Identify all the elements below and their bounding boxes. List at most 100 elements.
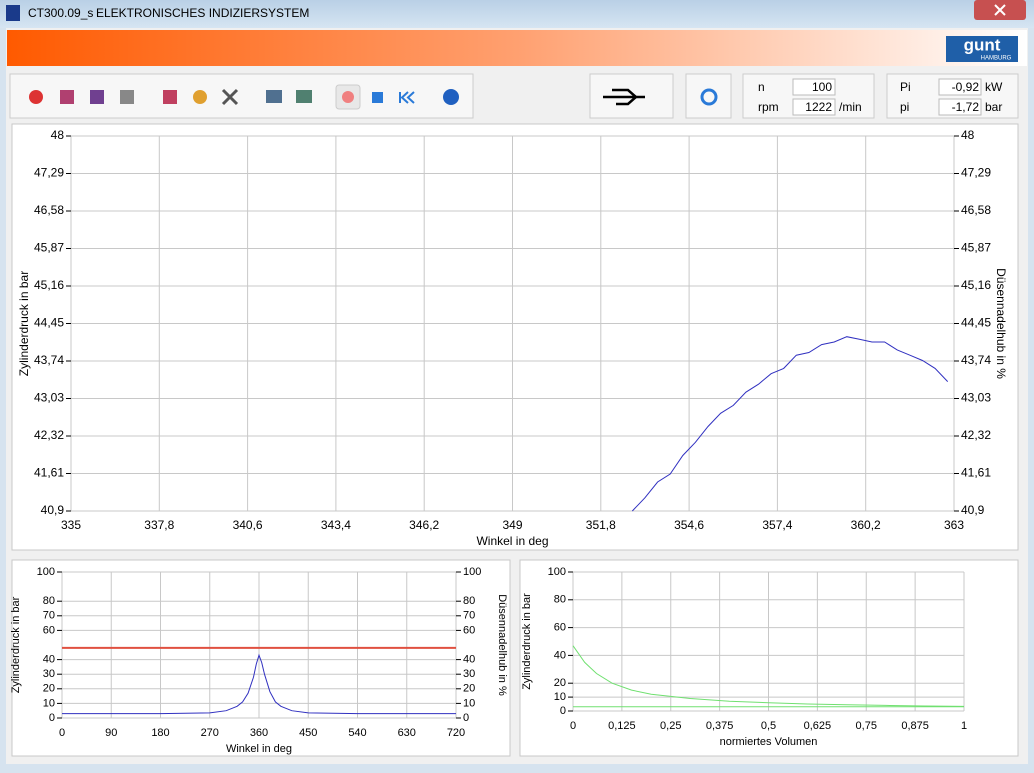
power-unit: kW <box>985 80 1003 94</box>
y2-tick-label: 48 <box>961 128 975 142</box>
x-tick-label: 0,625 <box>804 720 832 732</box>
title-bar <box>0 0 1034 28</box>
y2-tick-label: 20 <box>463 683 475 695</box>
y-tick-label: 30 <box>43 668 55 680</box>
save-as-tool[interactable] <box>90 90 104 104</box>
x-tick-label: 354,6 <box>674 518 704 532</box>
app-icon <box>6 5 20 21</box>
y2-tick-label: 44,45 <box>961 316 991 330</box>
record-tool[interactable] <box>163 90 177 104</box>
x-tick-label: 0,875 <box>901 720 929 732</box>
color-tool[interactable] <box>193 90 207 104</box>
power-label: Pi <box>900 80 911 94</box>
x-tick-label: 360,2 <box>851 518 881 532</box>
close-tool[interactable] <box>29 90 43 104</box>
monitor-add-tool[interactable] <box>296 90 312 103</box>
y2-tick-label: 40,9 <box>961 503 985 517</box>
readout-value: 100 <box>812 80 832 94</box>
y2-tick-label: 0 <box>463 712 469 724</box>
y-tick-label: 20 <box>554 677 566 689</box>
logo-box <box>946 36 1018 62</box>
x-tick-label: 335 <box>61 518 81 532</box>
x-tick-label: 0 <box>570 720 576 732</box>
print-tool[interactable] <box>120 90 134 104</box>
x-axis-label: normiertes Volumen <box>720 736 818 748</box>
y2-axis-label: Düsennadelhub in % <box>994 268 1008 379</box>
y-tick-label: 41,61 <box>34 466 64 480</box>
rewind-button[interactable] <box>399 91 415 104</box>
y-tick-label: 42,32 <box>34 428 64 442</box>
y2-tick-label: 70 <box>463 610 475 622</box>
x-tick-label: 337,8 <box>144 518 174 532</box>
x-tick-label: 0 <box>59 727 65 739</box>
y2-tick-label: 100 <box>463 566 481 578</box>
x-tick-label: 0,75 <box>856 720 877 732</box>
y-tick-label: 0 <box>560 705 566 717</box>
y-tick-label: 60 <box>554 622 566 634</box>
x-tick-label: 450 <box>299 727 317 739</box>
readout-value: 1222 <box>805 100 832 114</box>
x-tick-label: 0,125 <box>608 720 636 732</box>
y2-tick-label: 46,58 <box>961 203 991 217</box>
readout-label: n <box>758 80 765 94</box>
readout-field <box>792 98 836 116</box>
y-axis-label: Zylinderdruck in bar <box>10 596 22 693</box>
power-label: pi <box>900 100 909 114</box>
y-tick-label: 80 <box>43 595 55 607</box>
x-tick-label: 0,25 <box>660 720 681 732</box>
toolbar <box>9 73 474 119</box>
power-value: -1,72 <box>952 100 980 114</box>
x-tick-label: 0,375 <box>706 720 734 732</box>
refresh-box <box>685 73 732 119</box>
main-chart-panel <box>11 123 1019 551</box>
y2-tick-label: 41,61 <box>961 466 991 480</box>
stop-button[interactable] <box>372 92 383 103</box>
refresh-button[interactable] <box>700 88 718 106</box>
readout-field <box>792 78 836 96</box>
usb-icon <box>603 88 645 106</box>
y2-tick-label: 43,74 <box>961 353 991 367</box>
x-tick-label: 349 <box>502 518 522 532</box>
logo-city: HAMBURG <box>981 56 1012 62</box>
logo-brand: gunt <box>964 35 1001 54</box>
y-tick-label: 10 <box>554 691 566 703</box>
x-tick-label: 540 <box>348 727 366 739</box>
y-tick-label: 100 <box>37 566 55 578</box>
x-tick-label: 1 <box>961 720 967 732</box>
series-line <box>62 653 456 715</box>
series-line <box>631 336 949 512</box>
close-icon <box>994 4 1006 16</box>
settings-tool[interactable] <box>221 88 239 106</box>
x-axis-label: Winkel in deg <box>476 534 548 548</box>
y-tick-label: 40 <box>554 649 566 661</box>
x-tick-label: 346,2 <box>409 518 439 532</box>
power-unit: bar <box>985 100 1002 114</box>
record-dot <box>342 91 354 103</box>
info-button[interactable] <box>443 89 459 105</box>
x-tick-label: 180 <box>151 727 169 739</box>
x-tick-label: 270 <box>201 727 219 739</box>
y2-tick-label: 80 <box>463 595 475 607</box>
y-tick-label: 60 <box>43 624 55 636</box>
y2-axis-label: Düsennadelhub in % <box>496 594 508 696</box>
power-value: -0,92 <box>952 80 980 94</box>
y-tick-label: 48 <box>51 128 65 142</box>
save-tool[interactable] <box>60 90 74 104</box>
x-tick-label: 90 <box>105 727 117 739</box>
y2-tick-label: 45,16 <box>961 278 991 292</box>
x-tick-label: 363 <box>944 518 964 532</box>
x-tick-label: 351,8 <box>586 518 616 532</box>
y2-tick-label: 43,03 <box>961 391 991 405</box>
monitor-tool[interactable] <box>266 90 282 103</box>
y-tick-label: 40 <box>43 654 55 666</box>
y-tick-label: 43,03 <box>34 391 64 405</box>
x-tick-label: 0,5 <box>761 720 776 732</box>
y-tick-label: 43,74 <box>34 353 64 367</box>
readout-label: rpm <box>758 100 779 114</box>
power-field <box>938 98 982 116</box>
power-field <box>938 78 982 96</box>
y-tick-label: 45,16 <box>34 278 64 292</box>
window-title: ELEKTRONISCHES INDIZIERSYSTEM <box>96 6 309 20</box>
x-tick-label: 360 <box>250 727 268 739</box>
